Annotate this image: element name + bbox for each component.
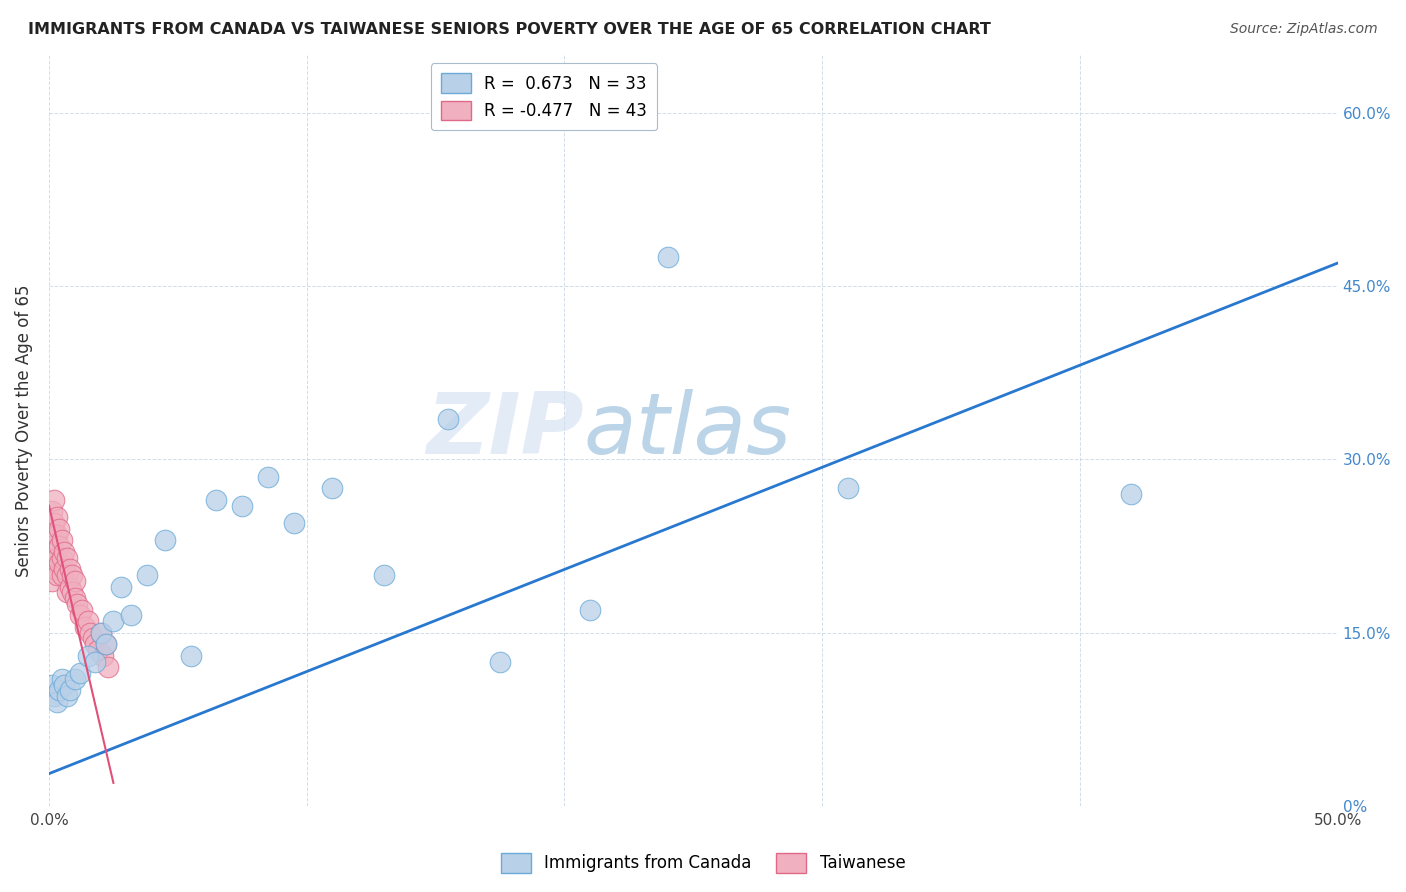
- Point: [41, 678, 63, 692]
- Point: [53, 545, 76, 559]
- Point: [69, 666, 91, 681]
- Point: [51, 550, 73, 565]
- Point: [41, 539, 63, 553]
- Point: [41, 504, 63, 518]
- Point: [41, 522, 63, 536]
- Point: [42, 545, 65, 559]
- Point: [56, 550, 79, 565]
- Y-axis label: Seniors Poverty Over the Age of 65: Seniors Poverty Over the Age of 65: [15, 285, 32, 577]
- Point: [76, 614, 98, 628]
- Point: [73, 620, 96, 634]
- Point: [94, 637, 117, 651]
- Point: [120, 608, 142, 623]
- Point: [58, 683, 80, 698]
- Point: [60, 568, 83, 582]
- Point: [321, 481, 343, 495]
- Point: [60, 585, 83, 599]
- Point: [56, 690, 79, 704]
- Point: [110, 580, 132, 594]
- Point: [84, 655, 107, 669]
- Point: [135, 568, 157, 582]
- Point: [97, 660, 120, 674]
- Point: [84, 637, 107, 651]
- Point: [283, 516, 305, 530]
- Point: [48, 683, 70, 698]
- Point: [41, 574, 63, 588]
- Text: ZIP: ZIP: [426, 389, 583, 472]
- Point: [153, 533, 176, 548]
- Point: [58, 562, 80, 576]
- Point: [45, 510, 67, 524]
- Point: [48, 539, 70, 553]
- Point: [579, 602, 602, 616]
- Point: [63, 672, 86, 686]
- Point: [103, 614, 125, 628]
- Point: [79, 625, 101, 640]
- Point: [51, 533, 73, 548]
- Point: [53, 562, 76, 576]
- Legend: R =  0.673   N = 33, R = -0.477   N = 43: R = 0.673 N = 33, R = -0.477 N = 43: [432, 63, 657, 130]
- Point: [437, 412, 460, 426]
- Point: [45, 568, 67, 582]
- Point: [657, 250, 679, 264]
- Point: [45, 550, 67, 565]
- Point: [48, 522, 70, 536]
- Point: [51, 672, 73, 686]
- Point: [48, 557, 70, 571]
- Point: [231, 499, 253, 513]
- Point: [257, 470, 280, 484]
- Point: [94, 637, 117, 651]
- Text: atlas: atlas: [583, 389, 792, 472]
- Point: [53, 678, 76, 692]
- Point: [89, 625, 111, 640]
- Point: [82, 632, 104, 646]
- Point: [42, 562, 65, 576]
- Point: [205, 492, 228, 507]
- Point: [56, 585, 79, 599]
- Point: [42, 516, 65, 530]
- Point: [41, 557, 63, 571]
- Point: [489, 655, 512, 669]
- Point: [56, 568, 79, 582]
- Point: [45, 695, 67, 709]
- Point: [42, 690, 65, 704]
- Point: [42, 492, 65, 507]
- Point: [76, 648, 98, 663]
- Point: [89, 625, 111, 640]
- Text: IMMIGRANTS FROM CANADA VS TAIWANESE SENIORS POVERTY OVER THE AGE OF 65 CORRELATI: IMMIGRANTS FROM CANADA VS TAIWANESE SENI…: [28, 22, 991, 37]
- Point: [837, 481, 859, 495]
- Point: [51, 568, 73, 582]
- Text: Source: ZipAtlas.com: Source: ZipAtlas.com: [1230, 22, 1378, 37]
- Point: [1121, 487, 1143, 501]
- Point: [58, 580, 80, 594]
- Point: [373, 568, 395, 582]
- Point: [45, 527, 67, 541]
- Point: [63, 591, 86, 605]
- Point: [180, 648, 202, 663]
- Legend: Immigrants from Canada, Taiwanese: Immigrants from Canada, Taiwanese: [494, 847, 912, 880]
- Point: [72, 602, 94, 616]
- Point: [91, 648, 114, 663]
- Point: [87, 643, 110, 657]
- Point: [66, 597, 89, 611]
- Point: [69, 608, 91, 623]
- Point: [63, 574, 86, 588]
